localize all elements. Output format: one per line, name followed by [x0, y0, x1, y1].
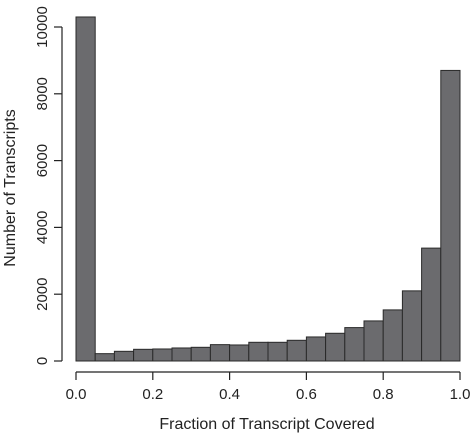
histogram-bar [382, 309, 403, 362]
y-tick-label: 2000 [34, 278, 51, 311]
histogram-bar [209, 344, 231, 362]
x-tick-label: 0.8 [373, 386, 394, 403]
y-axis: 0 2000 4000 6000 8000 10000 [34, 6, 63, 365]
histogram-bar [305, 336, 327, 362]
bars-group [75, 16, 461, 362]
histogram-bar [94, 353, 115, 362]
y-tick-label: 10000 [34, 6, 51, 48]
histogram-bar [171, 347, 192, 362]
x-tick-label: 0.6 [296, 386, 317, 403]
histogram-bar [363, 320, 384, 362]
histogram-bar [267, 341, 288, 362]
histogram-bar [344, 327, 365, 362]
x-axis-title: Fraction of Transcript Covered [159, 416, 374, 433]
y-tick-label: 6000 [34, 144, 51, 177]
histogram-bar [229, 344, 250, 362]
x-tick-label: 0.0 [66, 386, 87, 403]
histogram-bar [75, 16, 96, 362]
histogram-bar [421, 247, 442, 362]
y-axis-title: Number of Transcripts [2, 109, 19, 266]
x-tick-label: 0.2 [142, 386, 163, 403]
x-tick-label: 0.4 [219, 386, 240, 403]
histogram-bar [113, 350, 135, 362]
histogram-bar [440, 69, 461, 362]
y-tick-label: 0 [34, 357, 51, 365]
histogram-bar [152, 348, 173, 362]
histogram-bar [401, 290, 423, 362]
y-tick-label: 4000 [34, 211, 51, 244]
x-tick-label: 1.0 [450, 386, 471, 403]
histogram-bar [286, 339, 307, 362]
histogram-bar [325, 332, 346, 362]
y-tick-label: 8000 [34, 77, 51, 110]
histogram-bar [190, 346, 211, 362]
histogram-bar [133, 348, 154, 362]
x-axis: 0.0 0.2 0.4 0.6 0.8 1.0 [66, 371, 471, 403]
histogram-bar [248, 341, 269, 362]
